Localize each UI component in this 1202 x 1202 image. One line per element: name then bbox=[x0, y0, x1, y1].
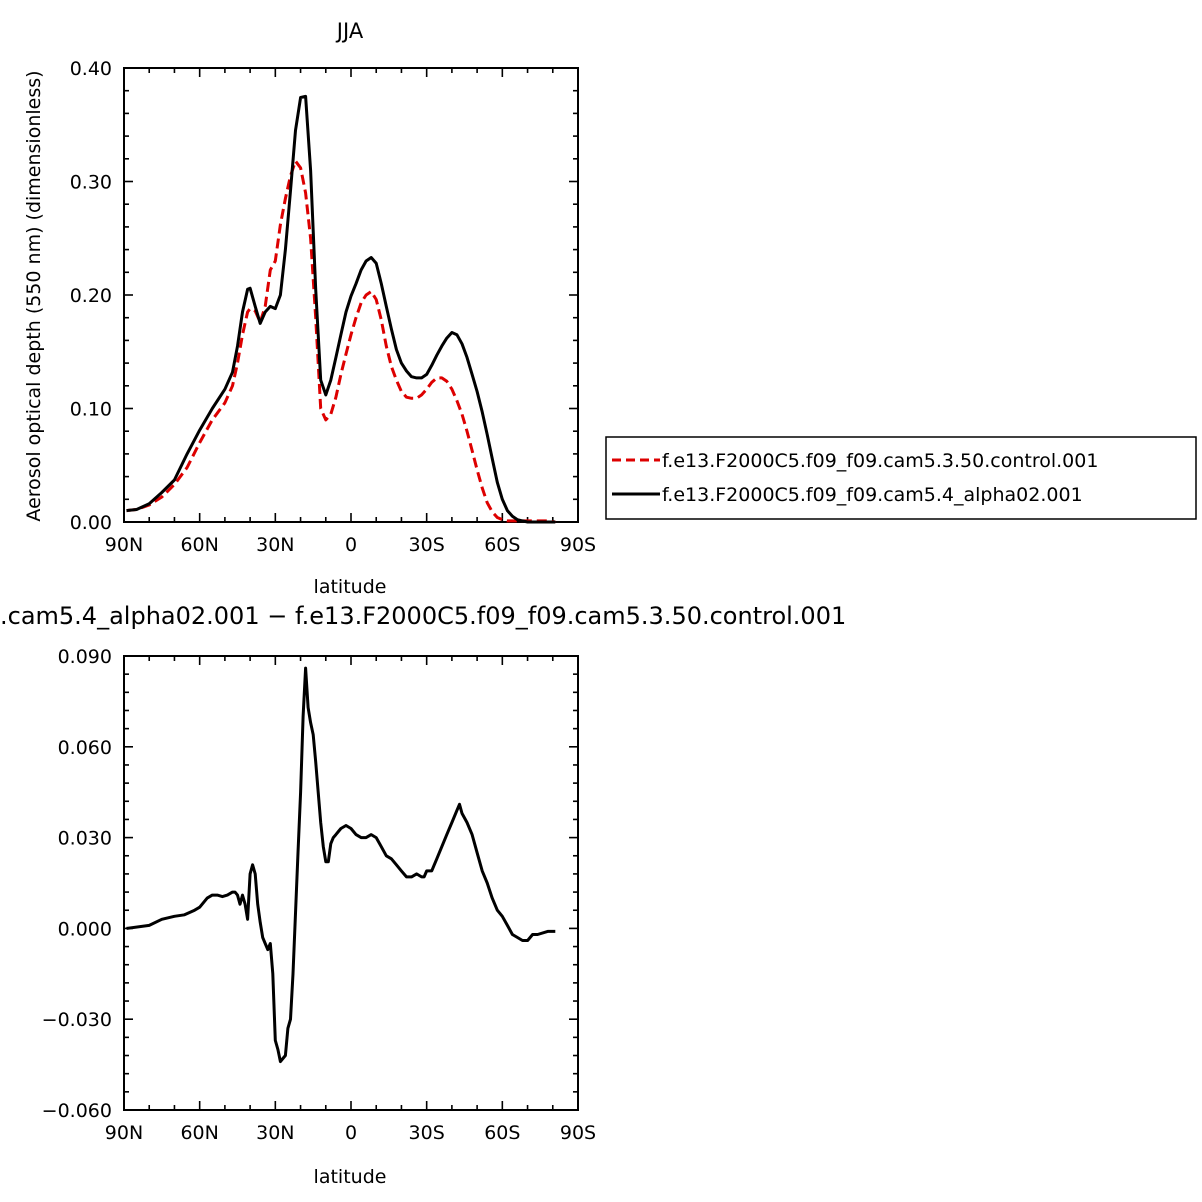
legend-box bbox=[605, 436, 1197, 520]
top-x-tick-label: 90N bbox=[105, 534, 143, 556]
top-x-axis-label: latitude bbox=[314, 576, 387, 598]
legend-label-alpha02: f.e13.F2000C5.f09_f09.cam5.4_alpha02.001 bbox=[662, 484, 1083, 506]
bottom-x-tick-label: 0 bbox=[345, 1122, 357, 1144]
bottom-y-tick-label: 0.060 bbox=[58, 737, 112, 759]
bottom-x-tick-label: 30S bbox=[409, 1122, 445, 1144]
top-x-tick-label: 60N bbox=[180, 534, 218, 556]
bottom-y-tick-label: 0.090 bbox=[58, 646, 112, 668]
bottom-y-tick-label: 0.030 bbox=[58, 828, 112, 850]
top-y-tick-label: 0.40 bbox=[70, 58, 112, 80]
top-x-tick-label: 90S bbox=[560, 534, 596, 556]
top-series-line-1 bbox=[126, 94, 556, 524]
legend: f.e13.F2000C5.f09_f09.cam5.3.50.control.… bbox=[605, 436, 1197, 520]
top-series-line-0 bbox=[126, 159, 556, 524]
top-y-tick-label: 0.00 bbox=[70, 512, 112, 534]
bottom-y-tick-label: 0.000 bbox=[58, 918, 112, 940]
bottom-x-tick-label: 60N bbox=[180, 1122, 218, 1144]
bottom-x-tick-label: 90N bbox=[105, 1122, 143, 1144]
panel-bottom-difference: .cam5.4_alpha02.001 − f.e13.F2000C5.f09_… bbox=[0, 602, 846, 1188]
top-x-tick-label: 0 bbox=[345, 534, 357, 556]
top-y-axis-label: Aerosol optical depth (550 nm) (dimensio… bbox=[23, 70, 45, 521]
top-y-tick-label: 0.10 bbox=[70, 399, 112, 421]
top-x-tick-label: 60S bbox=[484, 534, 520, 556]
bottom-chart-title: .cam5.4_alpha02.001 − f.e13.F2000C5.f09_… bbox=[0, 602, 846, 630]
bottom-x-axis-label: latitude bbox=[314, 1166, 387, 1188]
bottom-x-tick-label: 60S bbox=[484, 1122, 520, 1144]
bottom-plot-area: 90N 60N 30N 0 30S 60S 90S −0.060 −0.030 0.000 0.03… bbox=[42, 646, 596, 1144]
top-y-tick-label: 0.30 bbox=[70, 172, 112, 194]
bottom-y-tick-label: −0.060 bbox=[42, 1100, 112, 1122]
bottom-plot-frame bbox=[123, 655, 579, 1111]
top-x-tick-label: 30S bbox=[409, 534, 445, 556]
top-plot-area: 90N 60N 30N 0 30S 60S 90S 0.00 0.10 0.20 0.30 0.40 bbox=[70, 58, 596, 556]
legend-label-control: f.e13.F2000C5.f09_f09.cam5.3.50.control.… bbox=[662, 450, 1098, 472]
bottom-y-tick-label: −0.030 bbox=[42, 1009, 112, 1031]
panel-top-aod: JJA Aerosol optical depth (550 nm) (dime… bbox=[23, 19, 1197, 598]
bottom-x-tick-label: 90S bbox=[560, 1122, 596, 1144]
top-chart-title: JJA bbox=[335, 19, 364, 43]
bottom-series-line-0 bbox=[126, 666, 556, 1064]
top-y-tick-label: 0.20 bbox=[70, 285, 112, 307]
top-x-tick-label: 30N bbox=[256, 534, 294, 556]
bottom-x-tick-label: 30N bbox=[256, 1122, 294, 1144]
